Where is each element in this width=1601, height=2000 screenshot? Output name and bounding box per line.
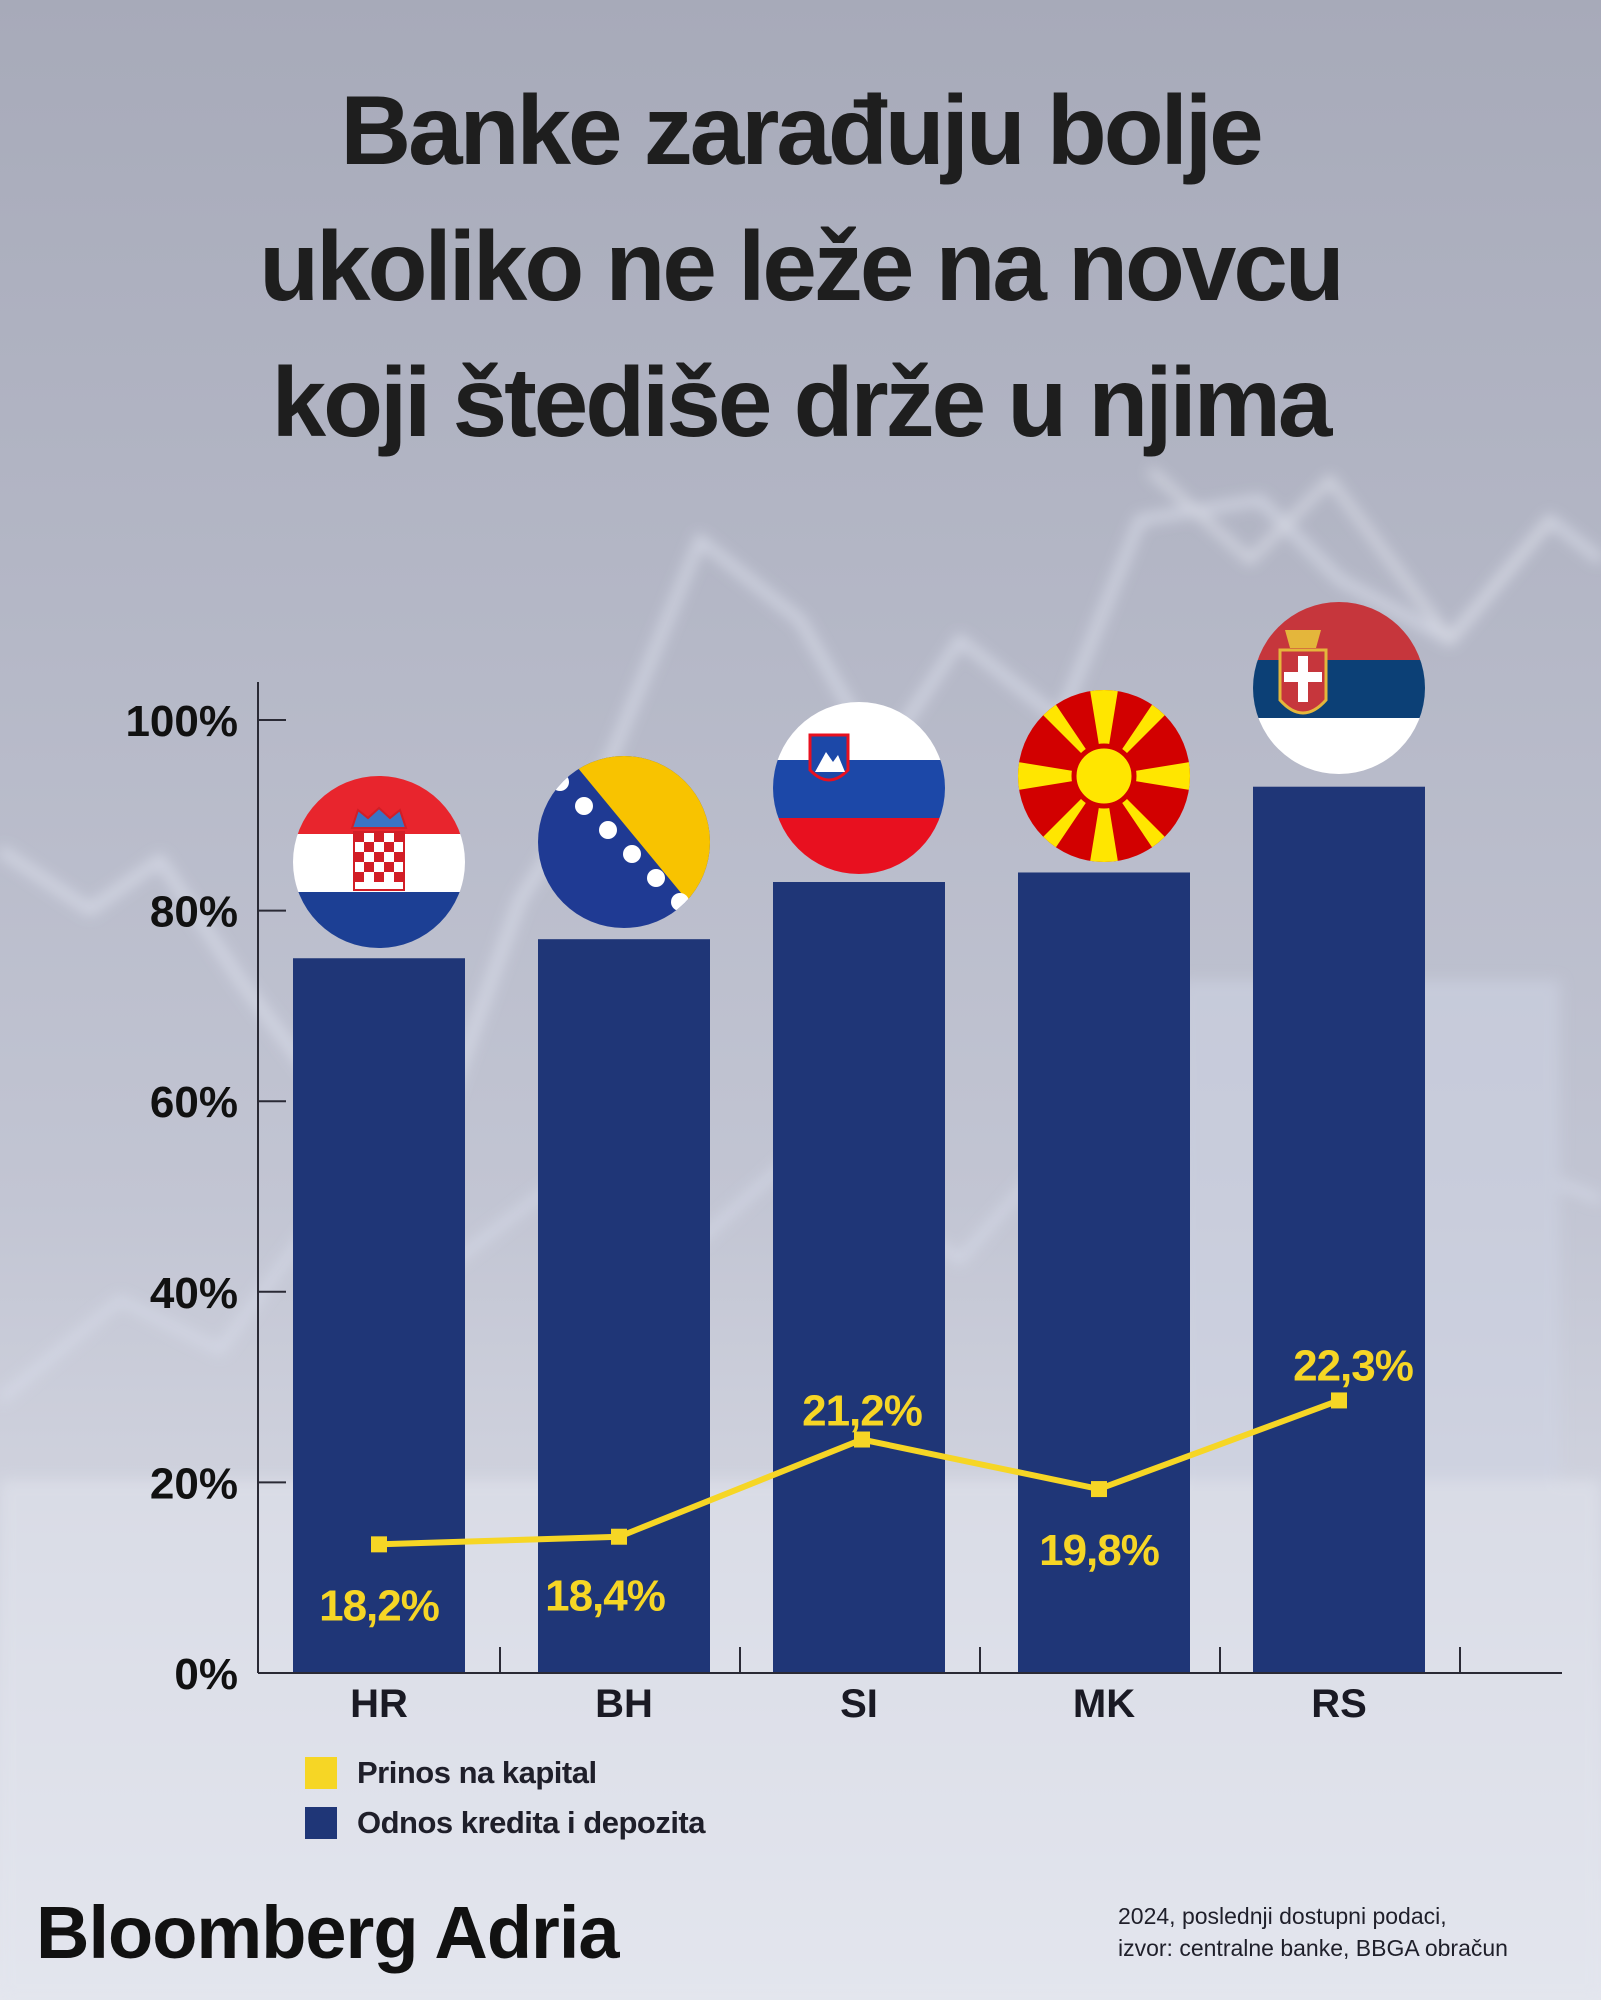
- note-line-1: 2024, poslednji dostupni podaci,: [1118, 1903, 1447, 1929]
- x-tick-label-si: SI: [840, 1682, 878, 1726]
- roe-label-mk: 19,8%: [1039, 1526, 1159, 1575]
- chart-title: Banke zarađuju bolje ukoliko ne leže na …: [0, 62, 1601, 470]
- roe-label-si: 21,2%: [802, 1387, 922, 1436]
- roe-point-hr: [371, 1536, 387, 1553]
- bar-bh: [538, 939, 710, 1673]
- roe-point-mk: [1091, 1481, 1107, 1498]
- bosnia-flag-icon: [538, 756, 710, 928]
- title-line-2: ukoliko ne leže na novcu: [259, 211, 1345, 321]
- x-tick-label-rs: RS: [1311, 1682, 1367, 1726]
- title-line-3: koji štediše drže u njima: [271, 347, 1333, 457]
- serbia-flag-icon: [1253, 602, 1425, 774]
- x-tick-label-bh: BH: [595, 1682, 653, 1726]
- y-tick-label: 60%: [150, 1078, 238, 1127]
- north-macedonia-flag-icon: [1018, 690, 1190, 862]
- roe-point-rs: [1331, 1392, 1347, 1409]
- legend-swatch-blue: [305, 1807, 337, 1839]
- slovenia-flag-icon: [773, 702, 945, 874]
- x-tick-label-mk: MK: [1073, 1682, 1135, 1726]
- y-tick-label: 40%: [150, 1269, 238, 1318]
- legend-item-prinos: Prinos na kapital: [305, 1748, 705, 1798]
- roe-label-bh: 18,4%: [545, 1572, 665, 1621]
- note-line-2: izvor: centralne banke, BBGA obračun: [1118, 1935, 1508, 1961]
- legend-swatch-yellow: [305, 1757, 337, 1789]
- roe-label-hr: 18,2%: [319, 1581, 439, 1630]
- chart-legend: Prinos na kapital Odnos kredita i depozi…: [305, 1748, 706, 1848]
- legend-label-prinos: Prinos na kapital: [357, 1755, 597, 1790]
- y-tick-label: 100%: [125, 697, 238, 746]
- roe-point-si: [854, 1431, 870, 1448]
- bar-hr: [293, 958, 465, 1673]
- y-tick-label: 20%: [150, 1459, 238, 1508]
- x-tick-label-hr: HR: [350, 1682, 408, 1726]
- roe-label-rs: 22,3%: [1293, 1341, 1413, 1390]
- roe-point-bh: [611, 1528, 627, 1545]
- title-line-1: Banke zarađuju bolje: [340, 75, 1263, 185]
- legend-item-odnos: Odnos kredita i depozita: [305, 1798, 706, 1848]
- bar-rs: [1253, 786, 1425, 1673]
- croatia-flag-icon: [293, 776, 465, 948]
- bar-mk: [1018, 872, 1190, 1673]
- y-tick-label: 0%: [174, 1650, 238, 1699]
- brand-logo-text: Bloomberg Adria: [36, 1891, 620, 1974]
- source-note: 2024, poslednji dostupni podaci, izvor: …: [1118, 1900, 1508, 1964]
- bar-si: [773, 882, 945, 1673]
- y-tick-label: 80%: [150, 888, 238, 937]
- legend-label-odnos: Odnos kredita i depozita: [357, 1805, 706, 1840]
